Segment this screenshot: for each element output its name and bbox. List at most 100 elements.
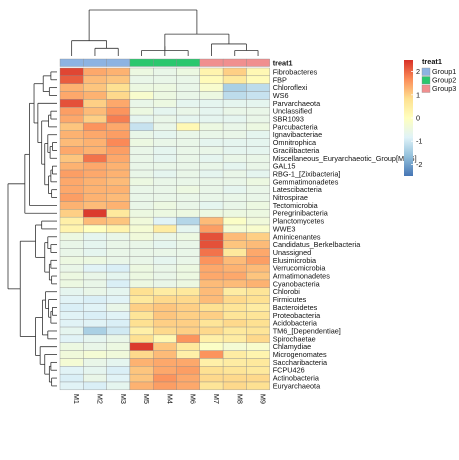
row-label: FCPU426 bbox=[273, 366, 305, 375]
heatmap-cell bbox=[246, 326, 270, 336]
heatmap-cell bbox=[129, 201, 154, 210]
heatmap-cell bbox=[176, 264, 200, 273]
heatmap-cell bbox=[176, 107, 200, 116]
heatmap-cell bbox=[246, 342, 270, 351]
heatmap-cell bbox=[199, 279, 224, 288]
heatmap-cell bbox=[222, 287, 247, 296]
heatmap-cell bbox=[222, 366, 247, 375]
heatmap-cell bbox=[246, 193, 270, 202]
heatmap-cell bbox=[59, 114, 84, 124]
heatmap-cell bbox=[222, 381, 247, 391]
heatmap-cell bbox=[199, 185, 224, 194]
row-label: Chloroflexi bbox=[273, 83, 308, 92]
heatmap-cell bbox=[129, 185, 154, 194]
row-label: Unassigned bbox=[273, 248, 312, 257]
heatmap-cell bbox=[246, 366, 270, 375]
heatmap-cell bbox=[106, 138, 131, 147]
heatmap-cell bbox=[59, 366, 84, 375]
heatmap-cell bbox=[129, 177, 154, 186]
heatmap-cell bbox=[199, 381, 224, 391]
heatmap-cell bbox=[59, 177, 84, 186]
heatmap-cell bbox=[153, 366, 177, 375]
annotation-cell bbox=[59, 58, 84, 67]
group-legend-label: Group1 bbox=[432, 67, 456, 76]
heatmap-cell bbox=[246, 130, 270, 139]
heatmap-cell bbox=[176, 154, 200, 163]
row-label: FBP bbox=[273, 75, 287, 84]
annotation-cell bbox=[222, 58, 247, 67]
row-label: Planctomycetes bbox=[273, 217, 325, 226]
heatmap-cell bbox=[106, 358, 131, 367]
heatmap-cell bbox=[222, 146, 247, 155]
heatmap-cell bbox=[106, 209, 131, 218]
heatmap-cell bbox=[59, 342, 84, 351]
heatmap-cell bbox=[106, 232, 131, 241]
heatmap-cell bbox=[176, 319, 200, 328]
heatmap-cell bbox=[222, 122, 247, 131]
heatmap-cell bbox=[222, 271, 247, 281]
heatmap-cell bbox=[129, 264, 154, 273]
heatmap-cell bbox=[129, 83, 154, 92]
row-label: Aminicenantes bbox=[273, 232, 321, 241]
heatmap-cell bbox=[176, 146, 200, 155]
heatmap-cell bbox=[129, 326, 154, 336]
heatmap-cell bbox=[153, 185, 177, 194]
heatmap-cell bbox=[83, 185, 107, 194]
annotation-cell bbox=[199, 58, 224, 67]
heatmap-cell bbox=[129, 381, 154, 391]
heatmap-cell bbox=[153, 162, 177, 171]
heatmap-cell bbox=[106, 326, 131, 336]
heatmap-cell bbox=[83, 122, 107, 131]
heatmap-cell bbox=[176, 248, 200, 257]
row-label: Ignavibacteriae bbox=[273, 130, 323, 139]
heatmap-cell bbox=[83, 169, 107, 179]
heatmap-cell bbox=[153, 342, 177, 351]
heatmap-cell bbox=[246, 114, 270, 124]
heatmap-cell bbox=[83, 311, 107, 320]
heatmap-cell bbox=[83, 240, 107, 249]
heatmap-cell bbox=[83, 75, 107, 84]
heatmap-cell bbox=[153, 303, 177, 312]
row-label: RBG-1_[Zixibacteria] bbox=[273, 169, 341, 178]
heatmap-cell bbox=[153, 75, 177, 84]
heatmap-cell bbox=[59, 334, 84, 343]
heatmap-cell bbox=[246, 154, 270, 163]
heatmap-cell bbox=[59, 295, 84, 304]
row-label: Microgenomates bbox=[273, 350, 327, 359]
heatmap-cell bbox=[129, 209, 154, 218]
heatmap-cell bbox=[83, 130, 107, 139]
heatmap-cell bbox=[153, 130, 177, 139]
heatmap-cell bbox=[106, 240, 131, 249]
heatmap-cell bbox=[222, 154, 247, 163]
heatmap-cell bbox=[129, 342, 154, 351]
heatmap-cell bbox=[83, 83, 107, 92]
annotation-cell bbox=[176, 58, 200, 67]
row-dendrogram bbox=[7, 71, 57, 387]
heatmap-cell bbox=[106, 334, 131, 343]
heatmap-cell bbox=[222, 350, 247, 359]
heatmap-cell bbox=[83, 146, 107, 155]
heatmap-cell bbox=[83, 201, 107, 210]
row-labels: FibrobacteresFBPChloroflexiWS6Parvarchae… bbox=[273, 67, 417, 390]
heatmap-cell bbox=[222, 193, 247, 202]
heatmap-cell bbox=[83, 279, 107, 288]
heatmap-cell bbox=[176, 303, 200, 312]
heatmap-cell bbox=[199, 295, 224, 304]
heatmap-cell bbox=[83, 373, 107, 383]
heatmap-cell bbox=[176, 185, 200, 194]
heatmap-cell bbox=[83, 91, 107, 100]
heatmap-cell bbox=[106, 311, 131, 320]
heatmap-cell bbox=[106, 185, 131, 194]
heatmap-cell bbox=[246, 216, 270, 226]
heatmap-cell bbox=[222, 334, 247, 343]
heatmap-cell bbox=[59, 185, 84, 194]
heatmap-cell bbox=[222, 99, 247, 108]
heatmap-cell bbox=[199, 326, 224, 336]
heatmap-cell bbox=[106, 342, 131, 351]
heatmap-cell bbox=[153, 264, 177, 273]
heatmap-cell bbox=[176, 169, 200, 179]
heatmap-cell bbox=[106, 67, 131, 77]
heatmap-cell bbox=[246, 311, 270, 320]
heatmap-cell bbox=[199, 99, 224, 108]
heatmap-cell bbox=[222, 232, 247, 241]
